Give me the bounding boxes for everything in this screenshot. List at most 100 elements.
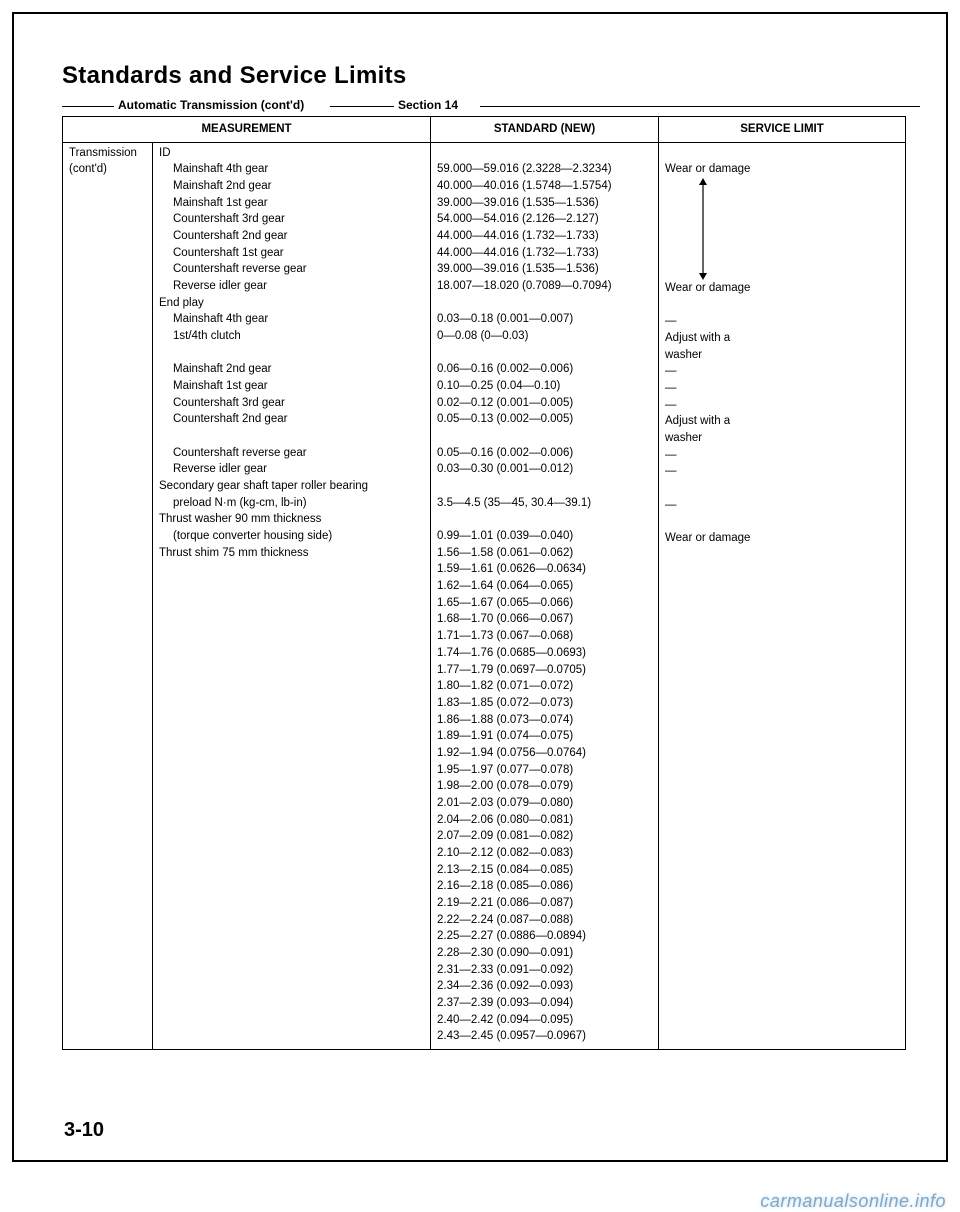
measurement-line: (torque converter housing side) — [159, 528, 424, 545]
standard-cell: 59.000—59.016 (2.3228—2.3234)40.000—40.0… — [431, 142, 659, 1049]
standard-line: 3.5—4.5 (35—45, 30.4—39.1) — [437, 495, 652, 512]
service-line: Wear or damage — [665, 161, 899, 178]
service-line — [665, 297, 899, 314]
measurement-line: Countershaft 3rd gear — [159, 211, 424, 228]
standard-line: 1.56—1.58 (0.061—0.062) — [437, 545, 652, 562]
service-line: Adjust with a — [665, 330, 899, 347]
measurement-line: Mainshaft 1st gear — [159, 378, 424, 395]
service-line: — — [665, 397, 899, 414]
standard-line: 0.05—0.16 (0.002—0.006) — [437, 445, 652, 462]
service-line — [665, 178, 899, 195]
standard-line: 0—0.08 (0—0.03) — [437, 328, 652, 345]
standard-line: 2.19—2.21 (0.086—0.087) — [437, 895, 652, 912]
measurement-line: Mainshaft 1st gear — [159, 195, 424, 212]
standard-line: 44.000—44.016 (1.732—1.733) — [437, 228, 652, 245]
standard-line: 1.77—1.79 (0.0697—0.0705) — [437, 662, 652, 679]
measurement-line: 1st/4th clutch — [159, 328, 424, 345]
standard-line — [437, 428, 652, 445]
service-line: washer — [665, 347, 899, 364]
spec-table: MEASUREMENT STANDARD (NEW) SERVICE LIMIT… — [62, 116, 906, 1050]
standard-line: 1.83—1.85 (0.072—0.073) — [437, 695, 652, 712]
measurement-line: ID — [159, 145, 424, 162]
measurement-line — [159, 345, 424, 362]
measurement-line: Countershaft 2nd gear — [159, 411, 424, 428]
service-line — [665, 229, 899, 246]
standard-line: 44.000—44.016 (1.732—1.733) — [437, 245, 652, 262]
section-header: Automatic Transmission (cont'd) Section … — [62, 98, 906, 116]
measurement-line: Reverse idler gear — [159, 461, 424, 478]
service-line: Wear or damage — [665, 530, 899, 547]
standard-line: 2.22—2.24 (0.087—0.088) — [437, 912, 652, 929]
section-label-right: Section 14 — [398, 98, 458, 112]
standard-line: 1.98—2.00 (0.078—0.079) — [437, 778, 652, 795]
table-header-row: MEASUREMENT STANDARD (NEW) SERVICE LIMIT — [63, 117, 906, 143]
standard-line: 2.10—2.12 (0.082—0.083) — [437, 845, 652, 862]
component-cell: Transmission (cont'd) — [63, 142, 153, 1049]
measurement-line: Countershaft reverse gear — [159, 261, 424, 278]
measurement-line: End play — [159, 295, 424, 312]
standard-line: 40.000—40.016 (1.5748—1.5754) — [437, 178, 652, 195]
rule-line — [480, 106, 920, 107]
measurement-cell: IDMainshaft 4th gearMainshaft 2nd gearMa… — [153, 142, 431, 1049]
standard-line: 2.13—2.15 (0.084—0.085) — [437, 862, 652, 879]
section-label-left: Automatic Transmission (cont'd) — [118, 98, 304, 112]
standard-line: 0.10—0.25 (0.04—0.10) — [437, 378, 652, 395]
service-line: — — [665, 380, 899, 397]
measurement-line: Countershaft 1st gear — [159, 245, 424, 262]
standard-line: 2.28—2.30 (0.090—0.091) — [437, 945, 652, 962]
arrow-icon — [665, 178, 725, 195]
rule-line — [330, 106, 394, 107]
service-line: — — [665, 447, 899, 464]
standard-line: 1.59—1.61 (0.0626—0.0634) — [437, 561, 652, 578]
standard-line: 2.40—2.42 (0.094—0.095) — [437, 1012, 652, 1029]
standard-line: 2.37—2.39 (0.093—0.094) — [437, 995, 652, 1012]
standard-line: 1.89—1.91 (0.074—0.075) — [437, 728, 652, 745]
measurement-line: Thrust shim 75 mm thickness — [159, 545, 424, 562]
table-row: Transmission (cont'd) IDMainshaft 4th ge… — [63, 142, 906, 1049]
standard-line: 2.43—2.45 (0.0957—0.0967) — [437, 1028, 652, 1045]
standard-line — [437, 145, 652, 162]
standard-line: 0.05—0.13 (0.002—0.005) — [437, 411, 652, 428]
service-line: Wear or damage — [665, 280, 899, 297]
watermark: carmanualsonline.info — [760, 1191, 946, 1212]
service-line: — — [665, 313, 899, 330]
service-line: — — [665, 463, 899, 480]
standard-line: 1.86—1.88 (0.073—0.074) — [437, 712, 652, 729]
service-line: Adjust with a — [665, 413, 899, 430]
standard-line: 59.000—59.016 (2.3228—2.3234) — [437, 161, 652, 178]
standard-line: 1.68—1.70 (0.066—0.067) — [437, 611, 652, 628]
service-line — [665, 195, 899, 212]
standard-line: 0.03—0.30 (0.001—0.012) — [437, 461, 652, 478]
arrow-icon — [665, 195, 725, 212]
standard-line — [437, 511, 652, 528]
standard-line: 18.007—18.020 (0.7089—0.7094) — [437, 278, 652, 295]
measurement-line: Countershaft reverse gear — [159, 445, 424, 462]
standard-line: 2.07—2.09 (0.081—0.082) — [437, 828, 652, 845]
standard-line: 1.80—1.82 (0.071—0.072) — [437, 678, 652, 695]
standard-line: 2.34—2.36 (0.092—0.093) — [437, 978, 652, 995]
standard-line: 0.02—0.12 (0.001—0.005) — [437, 395, 652, 412]
service-line — [665, 212, 899, 229]
service-cell: Wear or damageWear or damage —Adjust wit… — [659, 142, 906, 1049]
standard-line: 1.74—1.76 (0.0685—0.0693) — [437, 645, 652, 662]
service-line — [665, 263, 899, 280]
service-line: washer — [665, 430, 899, 447]
measurement-line: Reverse idler gear — [159, 278, 424, 295]
measurement-line: Mainshaft 4th gear — [159, 161, 424, 178]
standard-line: 39.000—39.016 (1.535—1.536) — [437, 195, 652, 212]
standard-line: 0.06—0.16 (0.002—0.006) — [437, 361, 652, 378]
standard-line: 0.99—1.01 (0.039—0.040) — [437, 528, 652, 545]
standard-line: 0.03—0.18 (0.001—0.007) — [437, 311, 652, 328]
standard-line: 1.92—1.94 (0.0756—0.0764) — [437, 745, 652, 762]
standard-line: 1.71—1.73 (0.067—0.068) — [437, 628, 652, 645]
measurement-line: Mainshaft 4th gear — [159, 311, 424, 328]
standard-line: 2.31—2.33 (0.091—0.092) — [437, 962, 652, 979]
standard-line: 2.16—2.18 (0.085—0.086) — [437, 878, 652, 895]
standard-line: 2.01—2.03 (0.079—0.080) — [437, 795, 652, 812]
measurement-line: Countershaft 3rd gear — [159, 395, 424, 412]
service-line — [665, 145, 899, 162]
measurement-line: Countershaft 2nd gear — [159, 228, 424, 245]
standard-line — [437, 345, 652, 362]
measurement-line: preload N·m (kg-cm, lb-in) — [159, 495, 424, 512]
measurement-line — [159, 428, 424, 445]
